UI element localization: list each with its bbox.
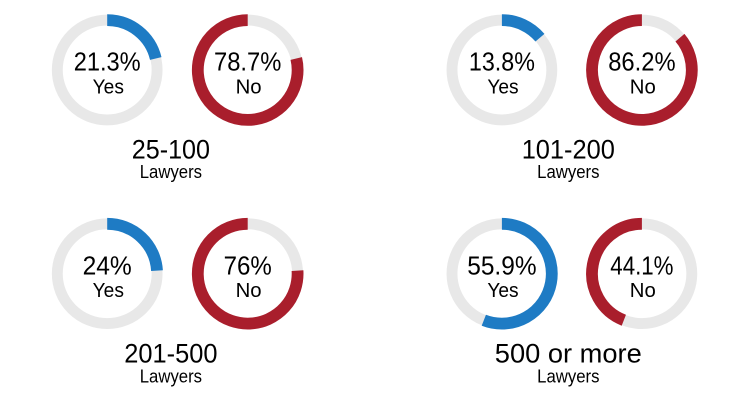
svg-text:Lawyers: Lawyers [537,366,599,387]
svg-text:Yes: Yes [487,76,518,98]
svg-text:24%: 24% [83,252,132,280]
svg-text:Lawyers: Lawyers [140,366,202,387]
svg-text:55.9%: 55.9% [467,252,536,280]
svg-text:101-200: 101-200 [522,134,615,164]
svg-text:No: No [630,280,656,302]
svg-text:25-100: 25-100 [132,134,210,164]
svg-text:500 or more: 500 or more [495,339,642,369]
svg-text:76%: 76% [224,252,272,280]
svg-text:21.3%: 21.3% [74,49,141,77]
svg-text:78.7%: 78.7% [214,49,281,77]
svg-text:Yes: Yes [93,76,124,98]
svg-text:Yes: Yes [93,280,124,302]
svg-text:Lawyers: Lawyers [537,161,599,182]
svg-text:Lawyers: Lawyers [140,161,202,182]
svg-text:Yes: Yes [487,280,518,302]
svg-text:44.1%: 44.1% [610,252,673,280]
svg-text:No: No [236,280,262,302]
svg-text:No: No [630,76,656,98]
svg-text:201-500: 201-500 [124,339,217,369]
svg-text:86.2%: 86.2% [608,49,675,77]
svg-text:13.8%: 13.8% [469,49,535,77]
svg-text:No: No [236,76,262,98]
